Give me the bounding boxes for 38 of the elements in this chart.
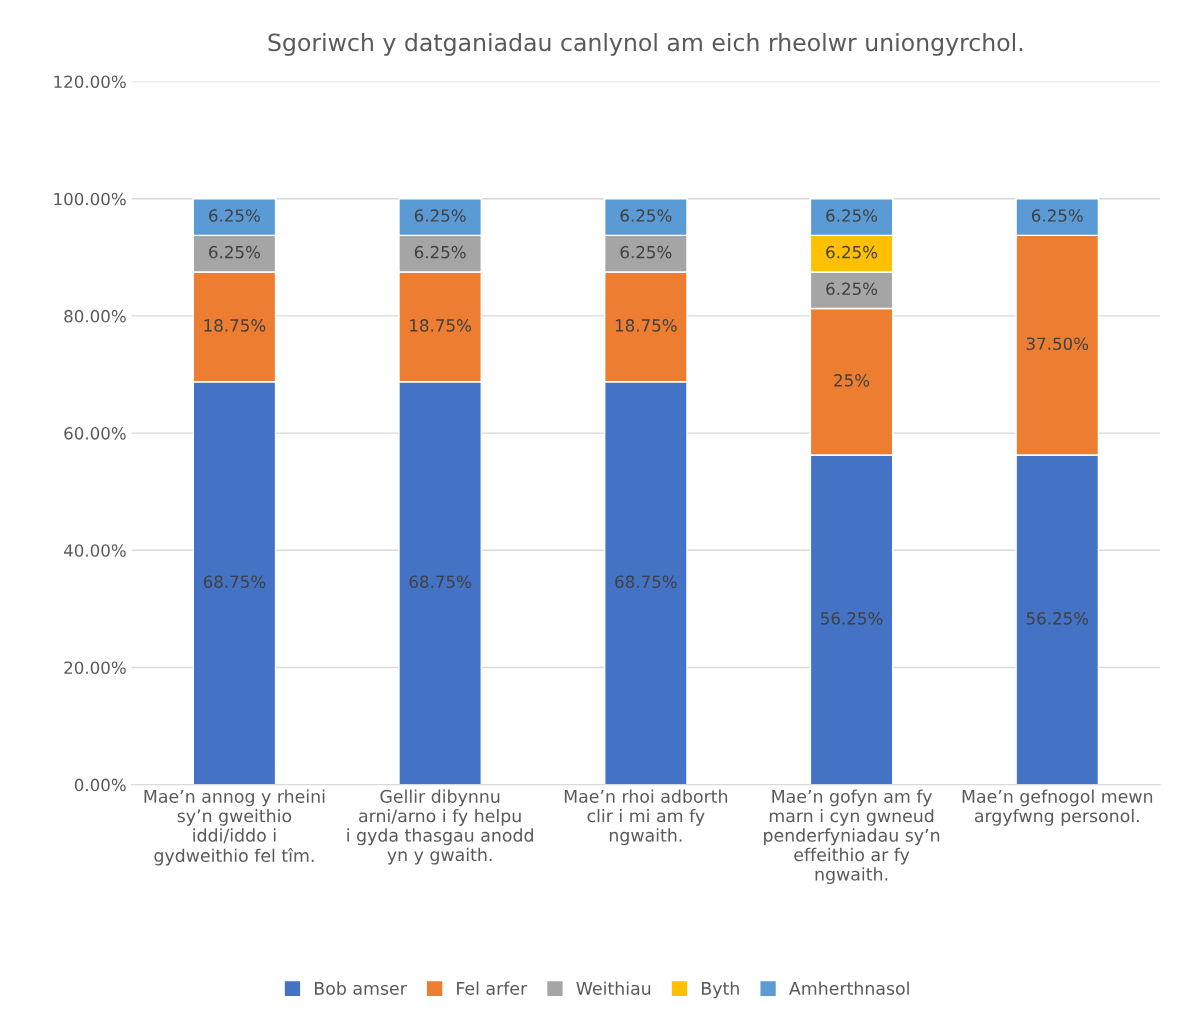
data-label: 18.75% — [204, 319, 266, 332]
data-label: 6.25% — [826, 245, 878, 259]
data-label: 6.25% — [209, 209, 260, 222]
x-tick-label: Mae’n gofyn am fy marn i cyn gwneud penderfyniadau sy’n effeithio ar fy ngwaith. — [764, 789, 940, 885]
chart-title: Sgoriwch y datganiadau canlynol am eich rheolwr uniongyrchol. — [268, 33, 1023, 56]
data-label: 56.25% — [1026, 612, 1089, 625]
data-label: 6.25% — [826, 282, 878, 296]
x-tick-label: Gellir dibynnu arni/arno i fy helpu i gyda thasgau anodd yn y gwaith. — [347, 789, 533, 865]
data-label: 18.75% — [410, 319, 471, 332]
data-label: 68.75% — [615, 575, 677, 589]
legend-label: Bob amser — [315, 981, 407, 995]
legend-label: Fel arfer — [457, 981, 528, 995]
data-label: 68.75% — [203, 575, 266, 589]
data-label: 68.75% — [409, 575, 471, 589]
x-tick-label: Mae’n rhoi adborth clir i mi am fy ngwaith. — [564, 789, 728, 846]
y-tick-label: 80.00% — [64, 309, 126, 323]
y-tick-label: 0.00% — [74, 778, 126, 792]
data-label: 6.25% — [209, 245, 260, 259]
data-label: 25% — [834, 374, 870, 387]
data-label: 6.25% — [826, 209, 878, 222]
data-label: 6.25% — [414, 245, 466, 259]
data-label: 18.75% — [615, 319, 677, 332]
data-label: 37.50% — [1026, 337, 1089, 351]
y-tick-label: 60.00% — [64, 427, 126, 440]
y-tick-label: 40.00% — [63, 544, 126, 557]
x-tick-label: Mae’n gefnogol mewn argyfwng personol. — [962, 789, 1153, 826]
legend-label: Byth — [702, 981, 739, 999]
y-tick-label: 20.00% — [64, 661, 126, 675]
legend-label: Weithiau — [576, 981, 651, 995]
data-label: 56.25% — [821, 612, 883, 625]
data-label: 6.25% — [620, 245, 672, 259]
x-tick-label: Mae’n annog y rheini sy’n gweithio iddi/iddo i gydweithio fel tîm. — [144, 789, 325, 866]
data-label: 6.25% — [414, 209, 466, 222]
data-label: 6.25% — [620, 209, 672, 222]
y-tick-label: 100.00% — [54, 192, 126, 206]
y-tick-label: 120.00% — [54, 75, 126, 89]
data-label: 6.25% — [1031, 209, 1083, 222]
legend-label: Amherthnasol — [789, 981, 909, 995]
